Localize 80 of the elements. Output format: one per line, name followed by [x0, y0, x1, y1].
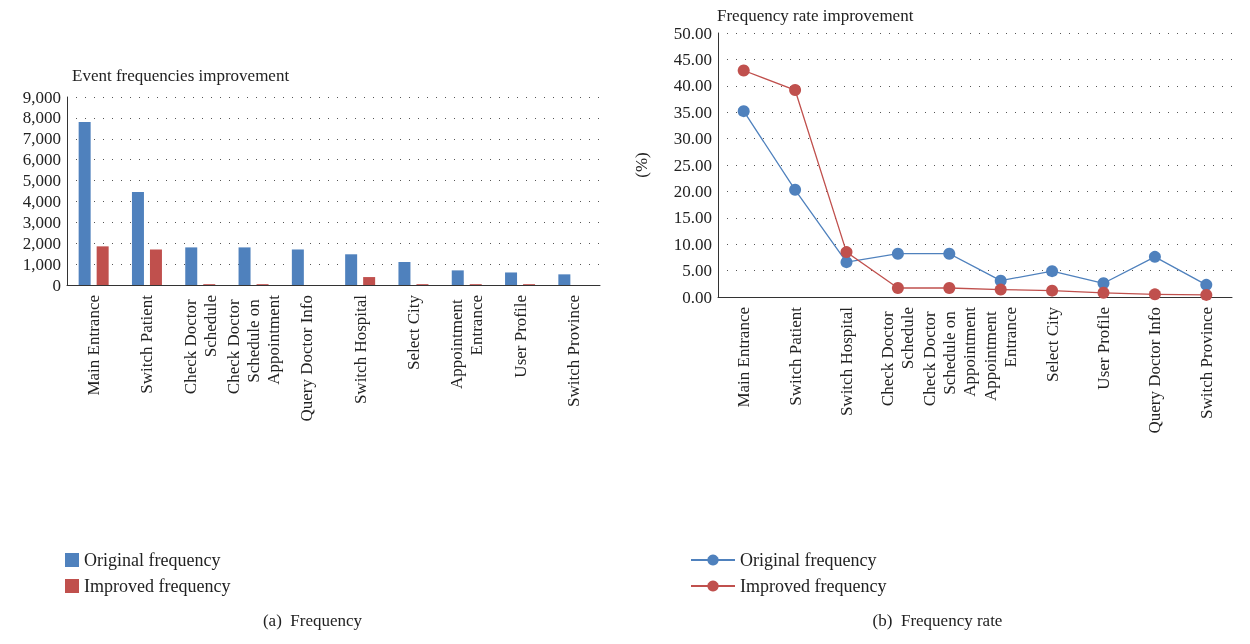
y-tick-label: 20.00: [673, 181, 712, 201]
y-tick-label: 1,000: [22, 254, 61, 274]
point: [891, 282, 904, 295]
bar: [149, 249, 162, 285]
bar: [96, 246, 109, 285]
y-tick-label: 5.00: [682, 261, 712, 281]
y-tick-label: 6,000: [22, 150, 61, 170]
x-tick-label: User Profile: [510, 295, 530, 378]
bar: [451, 270, 464, 285]
y-tick-label: 7,000: [22, 129, 61, 149]
point: [840, 246, 853, 259]
point: [1200, 278, 1213, 291]
text: (a) Frequency: [262, 611, 363, 630]
point: [994, 283, 1007, 296]
x-tick-label: Main Entrance: [734, 307, 754, 408]
point: [891, 247, 904, 260]
y-tick-label: 0: [52, 275, 61, 295]
y-tick-label: 35.00: [673, 102, 712, 122]
y-axis-title: (%): [632, 152, 651, 178]
y-tick-label: 8,000: [22, 108, 61, 128]
bar: [131, 192, 144, 285]
point: [943, 282, 956, 295]
bar: [291, 249, 304, 285]
x-tick-label: Query Doctor Info: [1145, 307, 1165, 434]
chart-title: Frequency rate improvement: [717, 6, 914, 25]
bar: [78, 122, 91, 285]
x-tick-label: Select City: [1042, 306, 1062, 383]
point: [1148, 288, 1161, 301]
x-tick-label: Switch Hospital: [350, 294, 370, 405]
y-tick-label: 2,000: [22, 233, 61, 253]
y-tick-label: 9,000: [22, 87, 61, 107]
x-tick-label: Select City: [403, 294, 423, 371]
y-tick-label: 40.00: [673, 76, 712, 96]
x-tick-label: Switch Patient: [137, 294, 157, 394]
legend-label: Improved frequency: [740, 576, 887, 596]
x-tick-label: Appointment Entrance: [447, 295, 487, 389]
bar: [345, 254, 358, 285]
point: [737, 105, 750, 118]
point: [737, 64, 750, 77]
y-tick-label: 45.00: [673, 49, 712, 69]
x-tick-label: Check Doctor Schedule on Appointment: [224, 294, 284, 395]
point: [1148, 250, 1161, 263]
point: [1046, 284, 1059, 297]
legend-label: Improved frequency: [84, 576, 231, 596]
chart-title: Event frequencies improvement: [72, 66, 290, 85]
point: [789, 84, 802, 97]
point: [789, 183, 802, 196]
point: [1200, 288, 1213, 301]
bar: [505, 272, 518, 285]
y-tick-label: 0.00: [682, 287, 712, 307]
y-tick-label: 50.00: [673, 23, 712, 43]
bar: [185, 247, 198, 285]
x-tick-label: Main Entrance: [84, 295, 104, 396]
text: (b) Frequency rate: [872, 611, 1003, 630]
x-tick-label: Switch Patient: [785, 306, 805, 406]
legend-label: Original frequency: [740, 550, 877, 570]
bar: [238, 247, 251, 285]
x-tick-label: Check Doctor Schedule on Appointment: [919, 306, 979, 407]
bar: [558, 274, 571, 285]
legend-label: Original frequency: [84, 550, 221, 570]
x-tick-label: Check Doctor Schedule: [878, 307, 918, 407]
x-tick-label: Query Doctor Info: [297, 295, 317, 422]
bar: [363, 277, 376, 285]
y-tick-label: 25.00: [673, 155, 712, 175]
y-tick-label: 3,000: [22, 212, 61, 232]
y-tick-label: 5,000: [22, 171, 61, 191]
x-tick-label: Appointment Entrance: [981, 307, 1021, 401]
y-tick-label: 10.00: [673, 234, 712, 254]
point: [1097, 286, 1110, 299]
y-tick-label: 30.00: [673, 129, 712, 149]
x-tick-label: Switch Province: [1196, 307, 1216, 419]
point: [1046, 265, 1059, 278]
y-tick-label: 4,000: [22, 191, 61, 211]
y-tick-label: 15.00: [673, 208, 712, 228]
x-tick-label: Check Doctor Schedule: [180, 295, 220, 395]
point: [943, 247, 956, 260]
bar: [398, 262, 411, 285]
x-tick-label: User Profile: [1094, 307, 1113, 390]
x-tick-label: Switch Hospital: [837, 306, 856, 417]
x-tick-label: Switch Province: [563, 295, 583, 407]
